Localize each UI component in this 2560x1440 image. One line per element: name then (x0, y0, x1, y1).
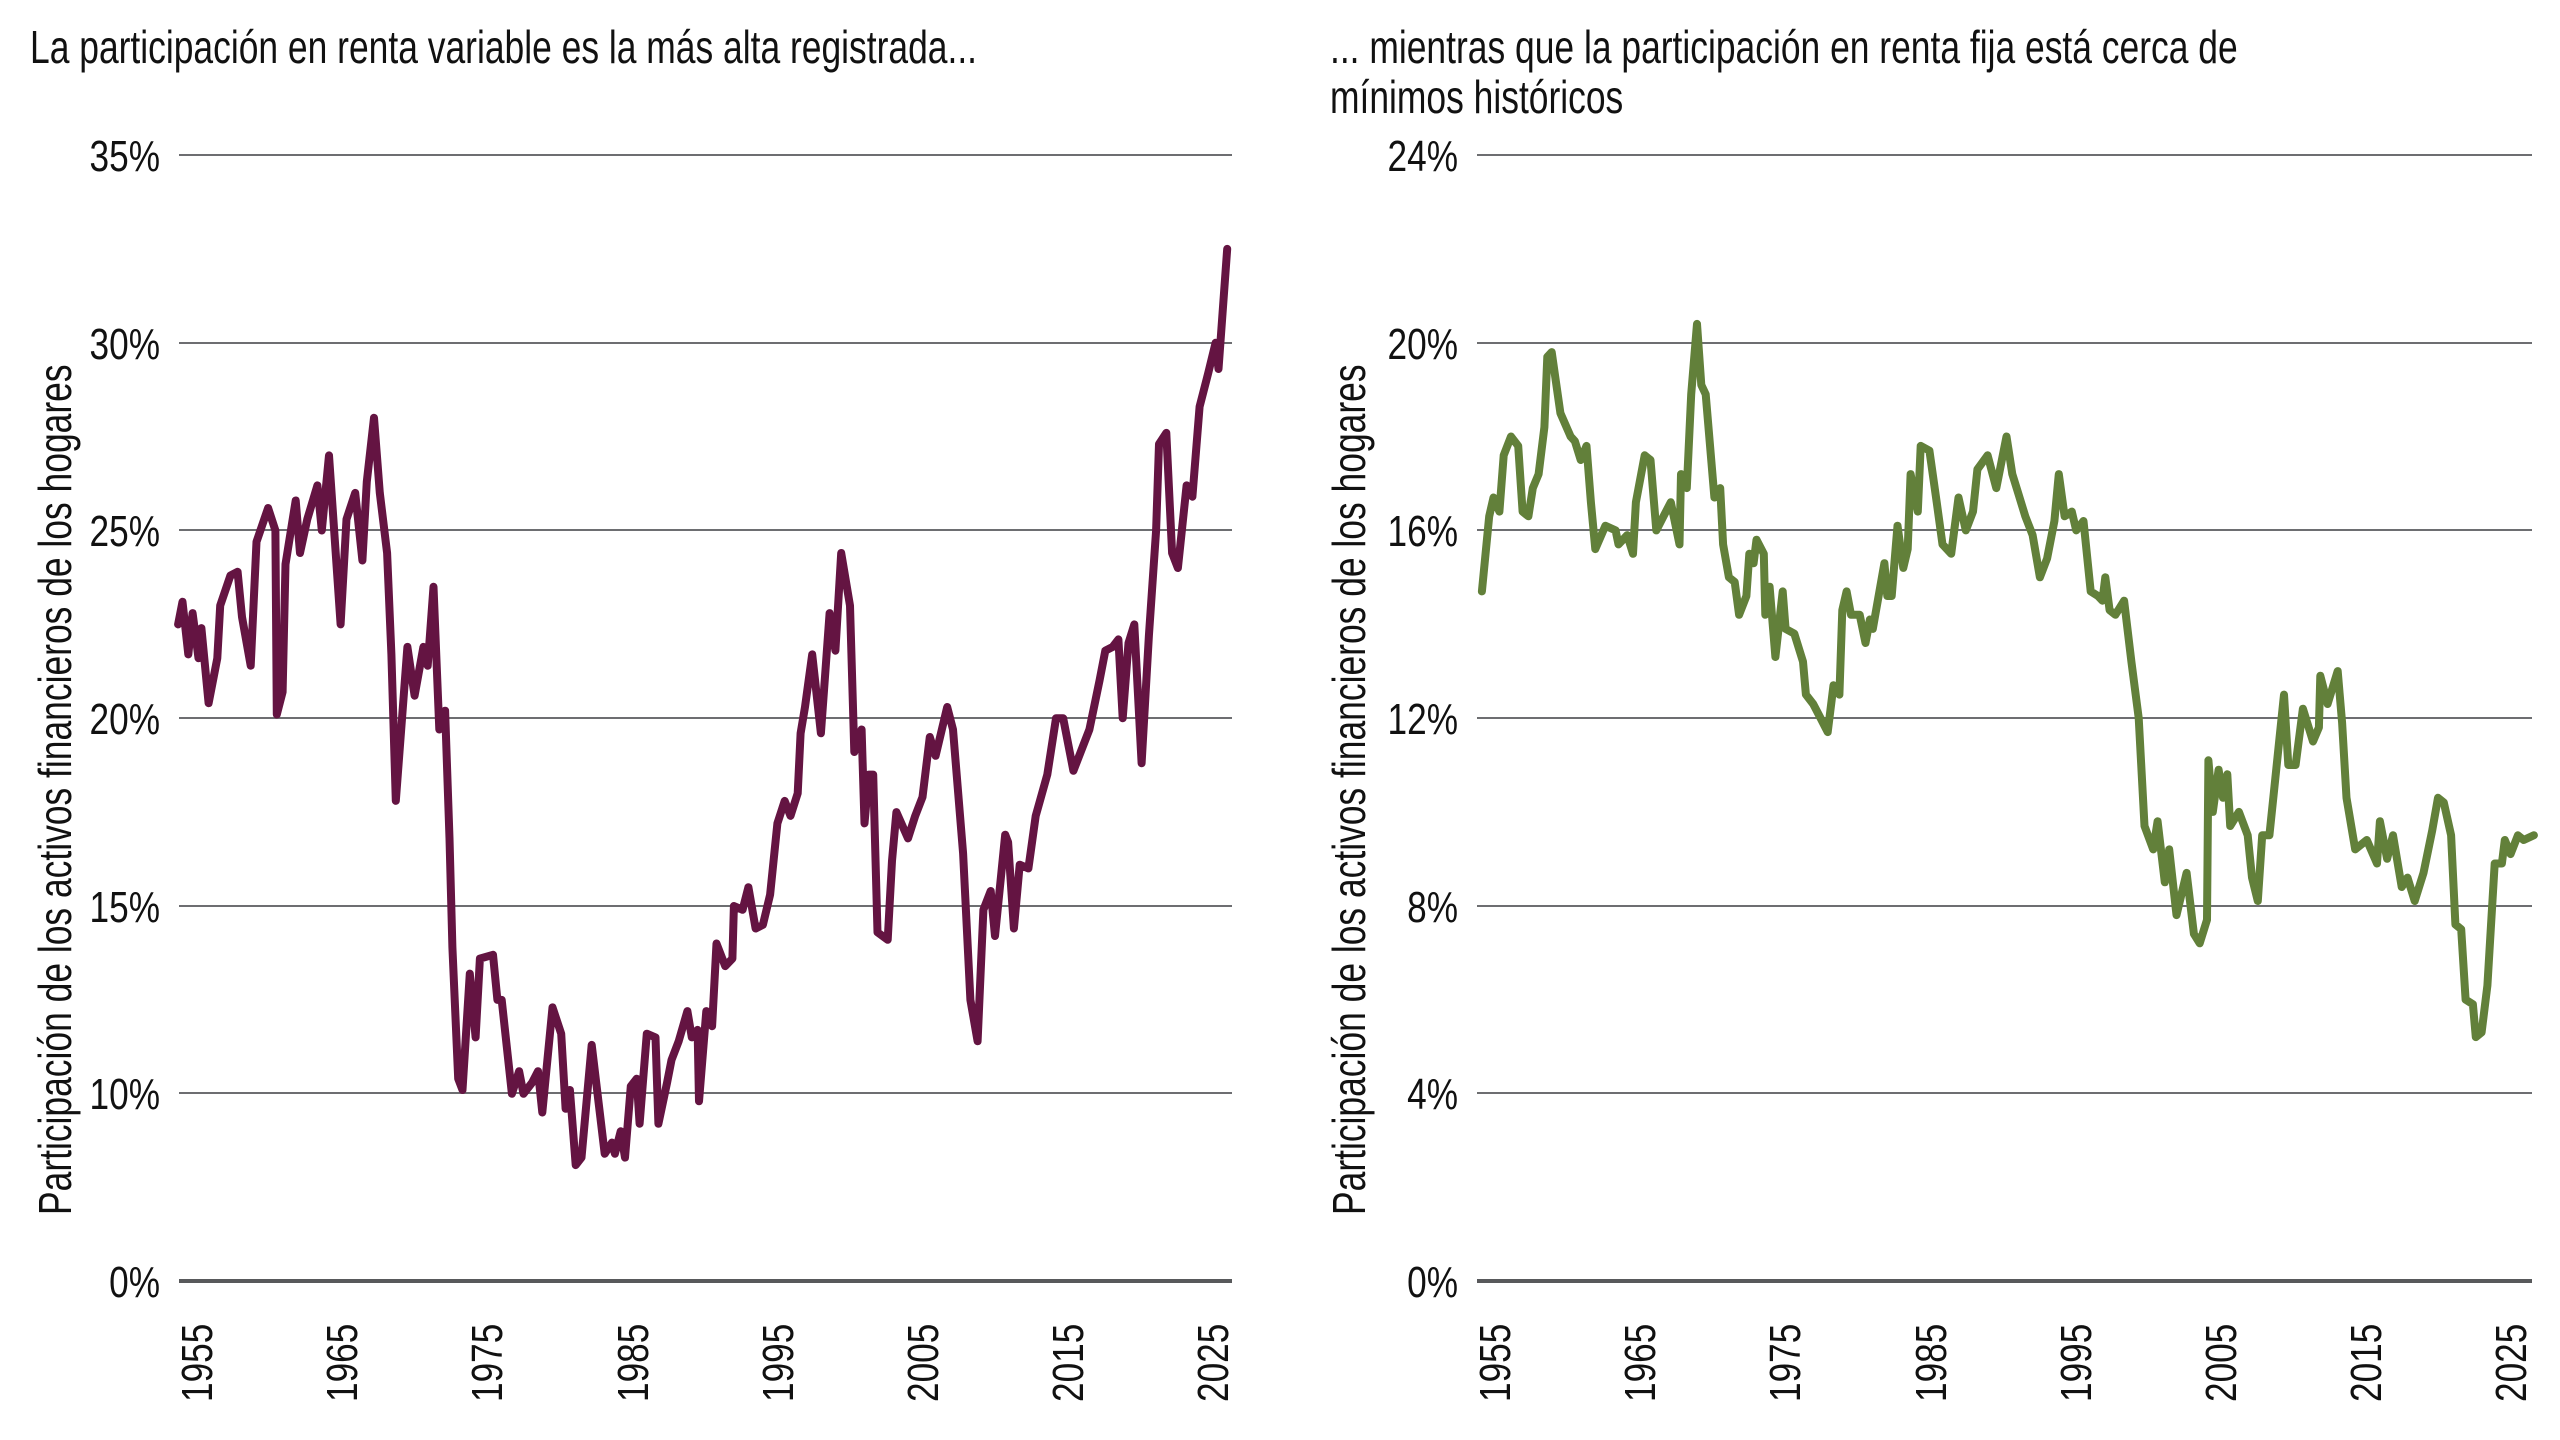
fixed-income-gridlines (1477, 154, 2532, 1283)
x-tick-label: 2015 (1044, 1324, 1093, 1402)
y-tick-label: 35% (90, 132, 160, 181)
fixed-income-chart-panel: ... mientras que la participación en ren… (1280, 0, 2560, 1440)
equity-chart-title: La participación en renta variable es la… (30, 21, 978, 73)
fixed-income-title-line1: ... mientras que la participación en ren… (1330, 21, 2238, 73)
y-tick-label: 30% (90, 320, 160, 369)
x-tick-label: 1975 (463, 1324, 512, 1402)
x-tick-label: 2015 (2342, 1324, 2391, 1402)
x-tick-label: 1995 (754, 1324, 803, 1402)
y-tick-label: 16% (1388, 507, 1458, 556)
x-tick-label: 1965 (318, 1324, 367, 1402)
fixed-income-chart-title: ... mientras que la participación en ren… (1330, 22, 2238, 122)
y-tick-label: 0% (1407, 1258, 1458, 1307)
equity-plot-area: 35% 30% 25% 20% 15% 10% 0% 1955 1965 197… (90, 132, 1238, 1402)
x-tick-label: 1955 (1471, 1324, 1520, 1402)
x-tick-label: 1975 (1761, 1324, 1810, 1402)
y-tick-label: 25% (90, 507, 160, 556)
x-tick-label: 1995 (2052, 1324, 2101, 1402)
y-tick-label: 24% (1388, 132, 1458, 181)
equity-y-tick-labels: 35% 30% 25% 20% 15% 10% 0% (90, 132, 160, 1307)
x-tick-label: 1965 (1616, 1324, 1665, 1402)
y-tick-label: 8% (1407, 883, 1458, 932)
y-tick-label: 0% (109, 1258, 160, 1307)
fixed-income-share-line (1477, 319, 2538, 1042)
y-tick-label: 20% (1388, 320, 1458, 369)
x-tick-label: 2005 (899, 1324, 948, 1402)
y-tick-label: 4% (1407, 1070, 1458, 1119)
equity-x-tick-labels: 1955 1965 1975 1985 1995 2005 2015 2025 (173, 1324, 1238, 1402)
x-tick-label: 2025 (2487, 1324, 2536, 1402)
fixed-income-x-tick-labels: 1955 1965 1975 1985 1995 2005 2015 2025 (1471, 1324, 2536, 1402)
x-tick-label: 2005 (2197, 1324, 2246, 1402)
fixed-income-title-line2: mínimos históricos (1330, 71, 1624, 123)
x-tick-label: 1985 (1907, 1324, 1956, 1402)
x-tick-label: 1985 (609, 1324, 658, 1402)
y-tick-label: 12% (1388, 695, 1458, 744)
equity-chart-panel: La participación en renta variable es la… (29, 21, 1238, 1402)
equity-share-line (174, 244, 1232, 1170)
y-tick-label: 10% (90, 1070, 160, 1119)
x-tick-label: 1955 (173, 1324, 222, 1402)
y-tick-label: 15% (90, 883, 160, 932)
fixed-income-y-tick-labels: 24% 20% 16% 12% 8% 4% 0% (1388, 132, 1458, 1307)
equity-gridlines (179, 154, 1232, 1283)
y-tick-label: 20% (90, 695, 160, 744)
fixed-income-plot-area: 24% 20% 16% 12% 8% 4% 0% 1955 1965 1975 … (1388, 132, 2538, 1402)
x-tick-label: 2025 (1189, 1324, 1238, 1402)
